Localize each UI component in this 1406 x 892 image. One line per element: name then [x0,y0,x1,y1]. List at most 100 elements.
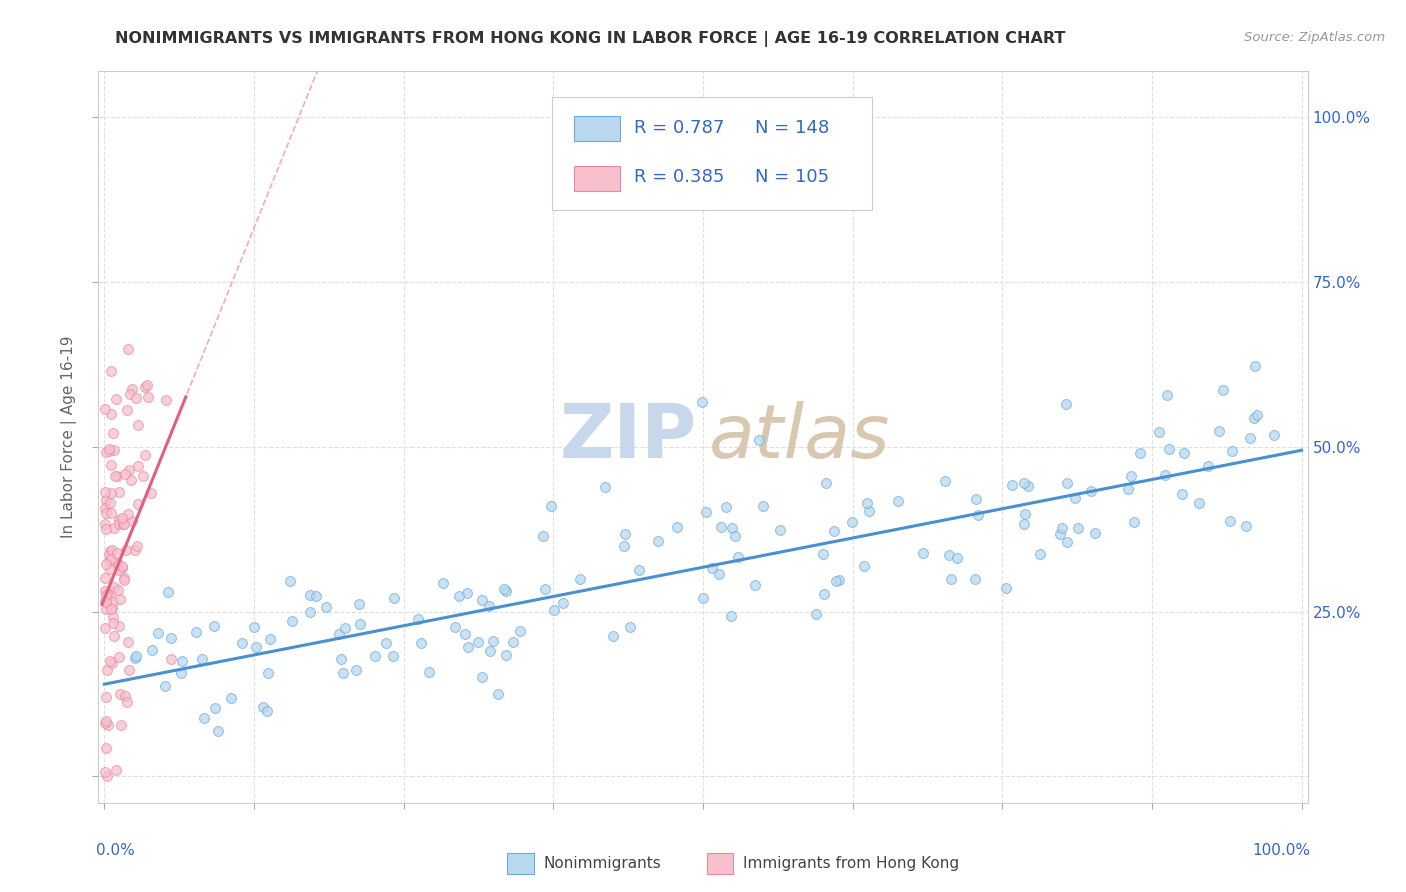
Point [108,513,131,527]
Point [160,631,183,645]
Point [101,426,124,441]
Point [105,469,128,483]
Point [252,699,274,714]
Point [94,445,117,459]
Point [114,689,136,703]
Point [330,652,353,666]
Point [1123,515,1146,529]
Point [349,617,371,632]
Bar [574,116,620,141]
Point [647,534,669,549]
Point [1012,475,1035,490]
Point [115,402,138,417]
Point [945,550,967,565]
Point [1056,476,1078,491]
Point [1080,483,1102,498]
Point [103,609,125,624]
Point [121,514,143,528]
Point [938,549,960,563]
Point [471,670,494,684]
Point [107,563,129,577]
Point [382,649,405,664]
Point [108,618,131,632]
Point [98,654,121,668]
Point [1049,527,1071,541]
Point [104,764,127,778]
Point [333,621,356,635]
Point [219,690,242,705]
Point [114,574,136,588]
Point [1234,519,1257,533]
Point [509,624,531,638]
Point [100,553,122,567]
Point [141,642,163,657]
Point [568,573,591,587]
Point [100,551,122,566]
Point [117,508,139,522]
Point [127,497,149,511]
Point [1208,424,1230,438]
Point [1157,442,1180,456]
Point [482,634,505,648]
Point [160,652,183,666]
Point [692,591,714,605]
Point [193,711,215,725]
Point [111,511,134,525]
Point [256,705,278,719]
Point [328,627,350,641]
Point [191,651,214,665]
Point [495,584,517,599]
Point [813,587,835,601]
Point [101,542,124,557]
Point [136,390,159,404]
Point [315,600,337,615]
Bar [508,853,534,874]
Point [117,343,139,357]
Point [153,679,176,693]
Point [103,629,125,643]
Point [96,557,118,571]
Point [124,651,146,665]
Point [104,392,127,406]
Point [100,601,122,615]
Point [1001,478,1024,492]
Point [1054,397,1077,411]
Point [170,665,193,680]
Point [96,523,118,537]
Point [963,572,986,586]
Point [134,380,156,394]
Point [115,695,138,709]
Point [127,459,149,474]
Point [1050,521,1073,535]
Point [502,635,524,649]
Point [825,574,848,588]
Point [96,769,118,783]
Point [1212,383,1234,397]
Point [105,546,128,560]
Point [107,485,129,500]
Text: N = 105: N = 105 [755,169,830,186]
Point [125,391,148,405]
Point [1064,491,1087,505]
Point [127,417,149,432]
Point [769,523,792,537]
Point [98,562,121,576]
Point [94,595,117,609]
Point [479,643,502,657]
Point [298,588,321,602]
Point [94,741,117,756]
Point [112,516,135,531]
Point [94,492,117,507]
Point [94,594,117,608]
Point [841,515,863,529]
Point [939,572,962,586]
Point [806,607,828,621]
Point [96,663,118,677]
Point [110,591,132,606]
Point [1219,514,1241,528]
Point [823,524,845,538]
Text: R = 0.385: R = 0.385 [634,169,724,186]
Point [375,636,398,650]
Text: N = 148: N = 148 [755,119,830,136]
Point [134,448,156,462]
